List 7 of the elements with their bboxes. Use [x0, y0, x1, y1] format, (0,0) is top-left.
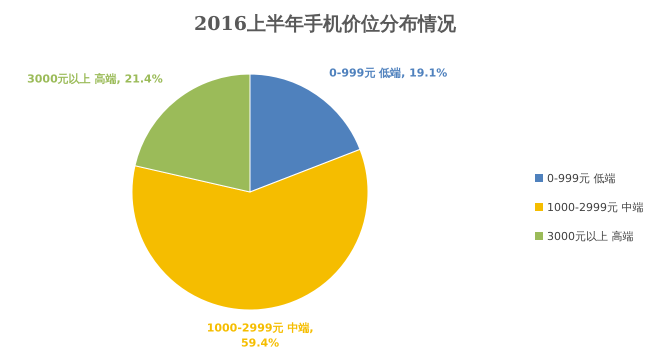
chart-title: 2016上半年手机价位分布情况: [194, 13, 457, 35]
legend-label: 0-999元 低端: [547, 172, 616, 185]
legend-label: 3000元以上 高端: [547, 230, 634, 243]
legend-label: 1000-2999元 中端: [547, 201, 644, 214]
data-label: 3000元以上 高端, 21.4%: [27, 72, 163, 86]
data-label: 0-999元 低端, 19.1%: [329, 66, 448, 80]
data-label: 1000-2999元 中端, 59.4%: [206, 322, 314, 350]
